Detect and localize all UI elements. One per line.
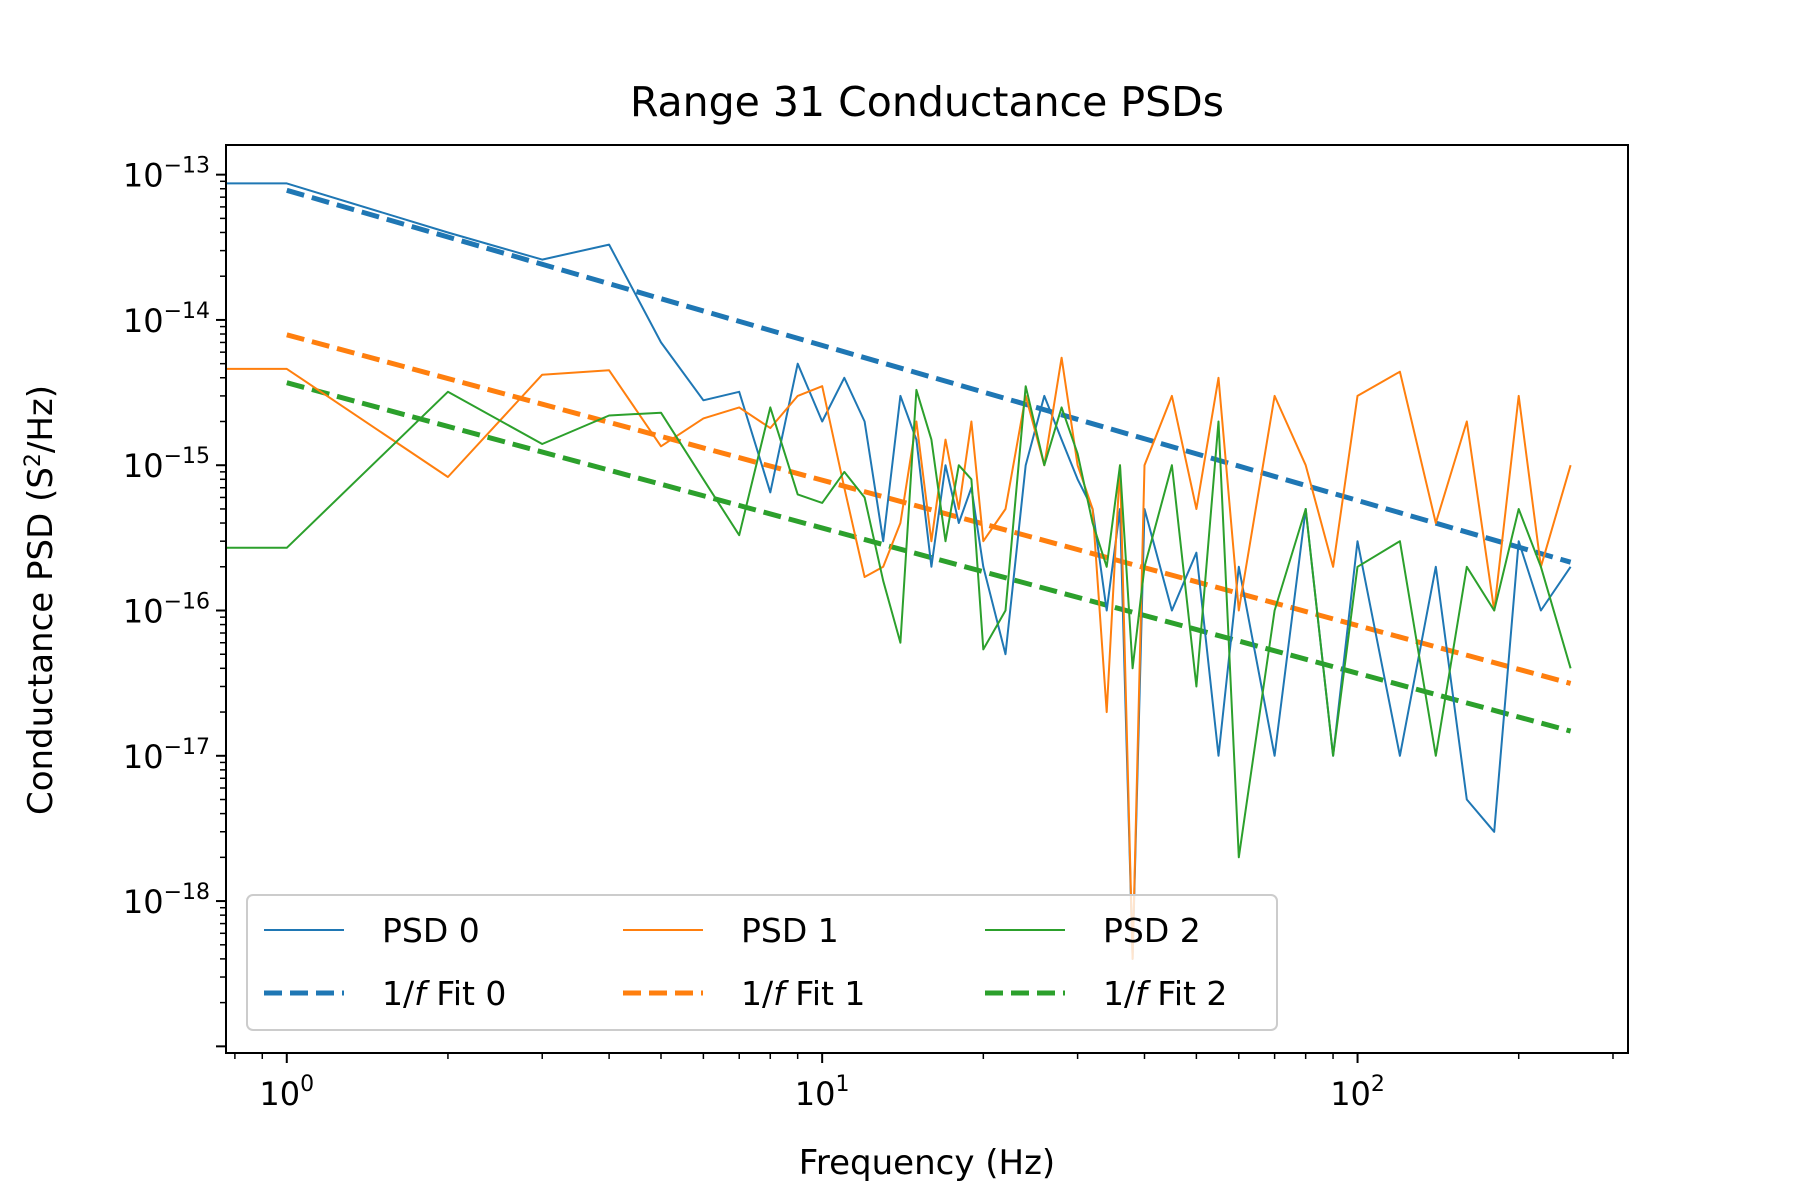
plot-area [226,182,1572,960]
x-tick-label: 100 [259,1072,314,1113]
series-line-4 [286,332,1572,686]
legend-label: PSD 0 [382,911,480,950]
series-line-3 [286,187,1572,565]
legend-label: 1/f Fit 0 [382,974,506,1013]
y-axis-label-sup: 2 [21,453,46,467]
chart-title: Range 31 Conductance PSDs [630,78,1224,126]
x-tick-label: 102 [1330,1072,1385,1113]
series-line-5 [286,380,1572,734]
x-tick-label: 101 [795,1072,850,1113]
plot-frame [225,144,1629,1054]
y-tick-label: 10−14 [123,299,210,340]
legend-box [246,894,1278,1031]
y-axis-label-tail: /Hz) [21,385,61,453]
y-axis-label: Conductance PSD (S2/Hz) [21,385,61,815]
legend-label: 1/f Fit 2 [1103,974,1227,1013]
y-tick-label: 10−17 [123,735,210,776]
series-line-1 [226,356,1572,960]
y-axis-label-base: Conductance PSD (S [21,467,61,815]
y-tick-label: 10−18 [123,880,210,921]
legend-label: PSD 1 [741,911,839,950]
y-tick-label: 10−15 [123,444,210,485]
legend-label: PSD 2 [1103,911,1201,950]
legend: PSD 0 PSD 1 PSD 2 1/f Fit 0 1/f Fit 1 1/f Fit… [246,894,1278,1031]
legend-label: 1/f Fit 1 [741,974,865,1013]
y-axis: 10−13 10−14 10−15 10−16 10−17 10−18 [123,154,226,1048]
x-axis: 100 101 102 [234,1053,1614,1113]
y-tick-label: 10−13 [123,154,210,195]
x-axis-label: Frequency (Hz) [799,1143,1055,1183]
series-line-2 [226,385,1572,859]
y-tick-label: 10−16 [123,590,210,631]
